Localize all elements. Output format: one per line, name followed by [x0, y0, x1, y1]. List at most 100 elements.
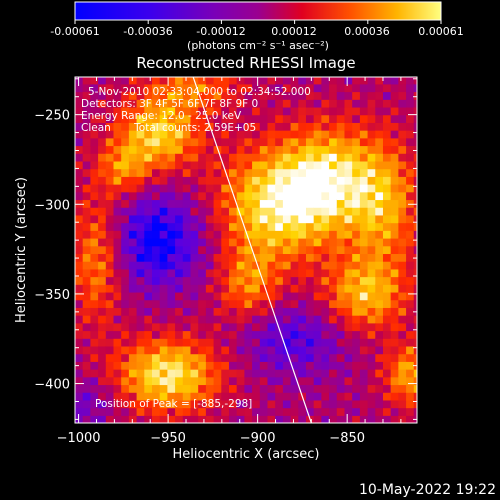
heatmap-cell: [259, 114, 269, 123]
heatmap-cell: [398, 268, 407, 278]
heatmap-cell: [136, 330, 145, 339]
heatmap-cell: [352, 322, 361, 332]
heatmap-cell: [290, 361, 299, 370]
heatmap-cell: [252, 276, 261, 285]
heatmap-cell: [259, 392, 269, 401]
heatmap-cell: [221, 399, 230, 409]
heatmap-cell: [352, 214, 361, 224]
heatmap-cell: [329, 369, 338, 378]
heatmap-cell: [298, 237, 307, 247]
heatmap-cell: [213, 199, 222, 208]
heatmap-cell: [221, 276, 230, 285]
heatmap-cell: [398, 399, 407, 409]
heatmap-cell: [167, 145, 176, 154]
heatmap-cell: [228, 361, 238, 370]
heatmap-cell: [329, 176, 338, 185]
heatmap-cell: [144, 338, 153, 347]
heatmap-cell: [305, 276, 315, 285]
heatmap-cell: [221, 222, 230, 231]
heatmap-cell: [113, 276, 122, 285]
heatmap-cell: [113, 184, 122, 193]
heatmap-cell: [359, 130, 369, 139]
heatmap-cell: [367, 415, 376, 423]
heatmap-cell: [352, 276, 361, 285]
heatmap-cell: [136, 91, 145, 100]
heatmap-cell: [344, 91, 353, 100]
heatmap-cell: [98, 114, 107, 123]
heatmap-cell: [144, 261, 153, 270]
heatmap-cell: [329, 207, 338, 216]
heatmap-cell: [213, 384, 222, 393]
heatmap-cell: [236, 299, 245, 308]
heatmap-cell: [413, 191, 417, 201]
heatmap-cell: [382, 99, 392, 108]
heatmap-cell: [144, 199, 153, 208]
heatmap-cell: [175, 369, 184, 378]
heatmap-cell: [113, 407, 122, 416]
heatmap-cell: [75, 91, 84, 100]
heatmap-cell: [282, 230, 292, 239]
heatmap-cell: [275, 330, 284, 339]
heatmap-cell: [275, 77, 284, 85]
heatmap-cell: [113, 253, 122, 262]
heatmap-cell: [329, 230, 338, 239]
heatmap-cell: [313, 315, 322, 324]
heatmap-cell: [259, 299, 269, 308]
heatmap-cell: [167, 345, 176, 355]
heatmap-cell: [90, 353, 99, 362]
heatmap-cell: [82, 345, 91, 355]
heatmap-cell: [113, 299, 122, 308]
heatmap-cell: [221, 91, 230, 100]
heatmap-cell: [321, 268, 330, 278]
heatmap-cell: [329, 122, 338, 131]
heatmap-cell: [336, 114, 346, 123]
heatmap-cell: [244, 106, 253, 116]
heatmap-cell: [213, 415, 222, 423]
heatmap-cell: [382, 407, 392, 416]
heatmap-cell: [82, 230, 91, 239]
heatmap-cell: [82, 245, 91, 255]
heatmap-cell: [136, 199, 145, 208]
heatmap-cell: [75, 191, 84, 201]
heatmap-cell: [205, 261, 215, 270]
heatmap-cell: [275, 276, 284, 285]
heatmap-cell: [82, 299, 91, 308]
heatmap-cell: [244, 299, 253, 308]
heatmap-cell: [190, 369, 199, 378]
heatmap-cell: [236, 99, 245, 108]
heatmap-cell: [267, 145, 276, 154]
heatmap-cell: [121, 237, 130, 247]
heatmap-cell: [352, 392, 361, 401]
heatmap-cell: [375, 291, 384, 301]
heatmap-cell: [190, 207, 199, 216]
heatmap-cell: [236, 415, 245, 423]
heatmap-cell: [105, 330, 115, 339]
heatmap-cell: [336, 253, 346, 262]
heatmap-cell: [159, 83, 168, 93]
heatmap-cell: [236, 284, 245, 293]
heatmap-cell: [98, 415, 107, 423]
heatmap-cell: [359, 160, 369, 170]
heatmap-cell: [167, 214, 176, 224]
heatmap-cell: [329, 130, 338, 139]
heatmap-cell: [336, 307, 346, 316]
heatmap-cell: [182, 160, 192, 170]
heatmap-cell: [305, 184, 315, 193]
heatmap-cell: [90, 407, 99, 416]
heatmap-cell: [367, 237, 376, 247]
heatmap-cell: [198, 122, 207, 131]
heatmap-cell: [305, 114, 315, 123]
heatmap-cell: [359, 77, 369, 85]
heatmap-cell: [290, 77, 299, 85]
heatmap-cell: [375, 168, 384, 177]
heatmap-cell: [398, 307, 407, 316]
heatmap-cell: [406, 307, 415, 316]
heatmap-cell: [159, 160, 168, 170]
heatmap-cell: [344, 399, 353, 409]
heatmap-cell: [344, 299, 353, 308]
heatmap-cell: [144, 207, 153, 216]
heatmap-cell: [259, 207, 269, 216]
heatmap-cell: [213, 245, 222, 255]
heatmap-cell: [144, 237, 153, 247]
heatmap-cell: [221, 191, 230, 201]
